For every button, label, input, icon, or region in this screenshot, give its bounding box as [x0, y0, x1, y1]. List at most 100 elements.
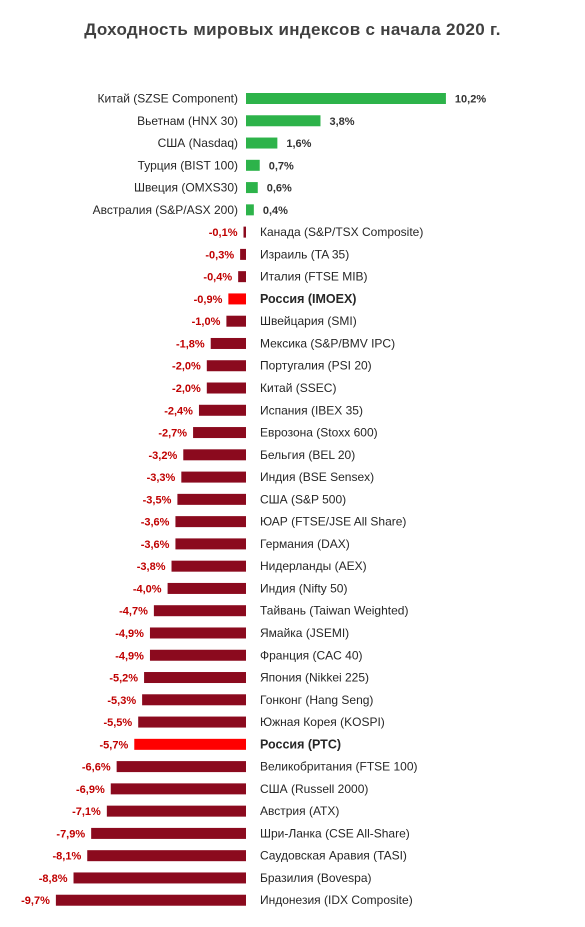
bar — [183, 449, 246, 461]
data-label: -6,6% — [82, 762, 111, 774]
bar — [243, 226, 246, 238]
bar — [181, 471, 246, 483]
data-label: -1,8% — [176, 338, 205, 350]
data-label: -0,1% — [209, 227, 238, 239]
data-label: -8,8% — [39, 873, 68, 885]
bar — [153, 605, 246, 617]
category-label: США (Russell 2000) — [260, 782, 368, 796]
data-label: -5,2% — [109, 673, 138, 685]
category-label: Бразилия (Bovespa) — [260, 871, 372, 885]
data-label: -7,1% — [72, 806, 101, 818]
data-label: -0,4% — [203, 272, 232, 284]
data-label: -3,8% — [137, 561, 166, 573]
bar — [238, 271, 246, 283]
data-label: -5,3% — [107, 695, 136, 707]
category-label: Израиль (TA 35) — [260, 247, 349, 261]
category-label: Еврозона (Stoxx 600) — [260, 426, 378, 440]
bar — [144, 672, 246, 684]
data-label: -4,7% — [119, 606, 148, 618]
data-label: -6,9% — [76, 784, 105, 796]
bar — [171, 560, 246, 572]
category-label: Россия (РТС) — [260, 737, 341, 751]
data-label: 3,8% — [329, 116, 354, 128]
chart-title: Доходность мировых индексов с начала 202… — [84, 20, 501, 39]
category-label: Россия (IMOEX) — [260, 292, 356, 306]
data-label: -5,7% — [100, 739, 129, 751]
category-label: Швеция (OMXS30) — [134, 181, 238, 195]
category-label: Индия (BSE Sensex) — [260, 470, 374, 484]
bar — [116, 761, 246, 773]
category-label: Бельгия (BEL 20) — [260, 448, 355, 462]
bar — [106, 805, 246, 817]
data-label: -2,7% — [158, 428, 187, 440]
bar — [91, 827, 246, 839]
bar — [149, 649, 246, 661]
data-label: -2,4% — [164, 405, 193, 417]
bar — [142, 694, 246, 706]
category-label: Нидерланды (AEX) — [260, 559, 367, 573]
category-label: Италия (FTSE MIB) — [260, 270, 368, 284]
category-label: Южная Корея (KOSPI) — [260, 715, 385, 729]
data-label: -0,9% — [194, 294, 223, 306]
category-label: Япония (Nikkei 225) — [260, 671, 369, 685]
data-label: -3,3% — [147, 472, 176, 484]
category-label: Турция (BIST 100) — [138, 158, 238, 172]
data-label: -3,6% — [141, 517, 170, 529]
bar — [138, 716, 246, 728]
data-label: 1,6% — [286, 138, 311, 150]
data-label: -2,0% — [172, 361, 201, 373]
category-label: Канада (S&P/TSX Composite) — [260, 225, 423, 239]
bar — [246, 115, 321, 127]
category-label: Великобритания (FTSE 100) — [260, 760, 418, 774]
category-label: Франция (CAC 40) — [260, 648, 363, 662]
bar — [228, 293, 246, 305]
data-label: -4,9% — [115, 650, 144, 662]
data-label: 10,2% — [455, 94, 486, 106]
bar — [246, 93, 446, 104]
category-label: Испания (IBEX 35) — [260, 403, 363, 417]
category-label: Мексика (S&P/BMV IPC) — [260, 336, 395, 350]
category-label: Индонезия (IDX Composite) — [260, 893, 413, 907]
bar — [246, 159, 260, 171]
data-label: -1,0% — [192, 316, 221, 328]
category-label: Шри-Ланка (CSE All-Share) — [260, 826, 410, 840]
bar — [55, 894, 246, 906]
category-label: Китай (SSEC) — [260, 381, 336, 395]
bar — [193, 427, 246, 439]
data-label: 0,6% — [267, 183, 292, 195]
bar — [206, 360, 246, 372]
data-label: -3,2% — [149, 450, 178, 462]
data-label: -4,9% — [115, 628, 144, 640]
bar — [87, 850, 247, 862]
bar — [149, 627, 246, 639]
data-label: 0,4% — [263, 205, 288, 217]
bar — [206, 382, 246, 394]
bar — [134, 738, 246, 750]
data-label: -7,9% — [56, 828, 85, 840]
category-label: Вьетнам (HNX 30) — [137, 114, 238, 128]
category-label: Австралия (S&P/ASX 200) — [93, 203, 238, 217]
category-label: Австрия (ATX) — [260, 804, 339, 818]
bar — [73, 872, 247, 884]
category-label: США (Nasdaq) — [158, 136, 238, 150]
data-label: -9,7% — [21, 895, 50, 907]
bar — [177, 493, 246, 505]
bar — [167, 582, 246, 594]
bar — [226, 315, 246, 327]
category-label: США (S&P 500) — [260, 492, 346, 506]
category-label: Ямайка (JSEMI) — [260, 626, 349, 640]
bar — [246, 182, 258, 194]
bar — [240, 248, 246, 260]
bar — [210, 337, 246, 349]
category-label: Тайвань (Taiwan Weighted) — [260, 604, 408, 618]
category-label: ЮАР (FTSE/JSE All Share) — [260, 515, 406, 529]
data-label: 0,7% — [269, 160, 294, 172]
category-label: Китай (SZSE Component) — [98, 92, 238, 106]
data-label: -3,6% — [141, 539, 170, 551]
data-label: -8,1% — [52, 851, 81, 863]
category-label: Саудовская Аравия (TASI) — [260, 849, 407, 863]
data-label: -4,0% — [133, 583, 162, 595]
bar — [246, 137, 278, 149]
category-label: Португалия (PSI 20) — [260, 359, 372, 373]
